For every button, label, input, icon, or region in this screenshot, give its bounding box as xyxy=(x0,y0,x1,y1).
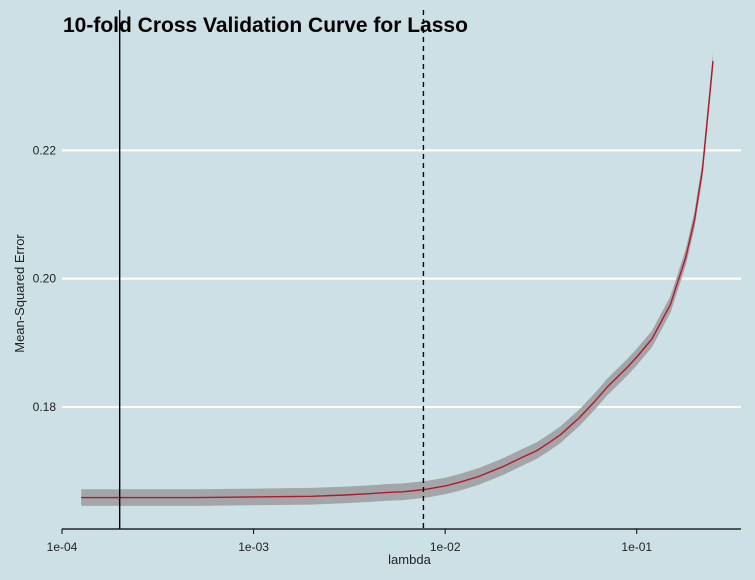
lambda-marker-layer xyxy=(118,10,425,529)
y-tick-label: 0.20 xyxy=(33,272,57,286)
x-tick-label: 1e-04 xyxy=(47,540,78,554)
x-axis-title: lambda xyxy=(388,552,431,567)
y-axis-ticks: 0.18 0.20 0.22 xyxy=(33,143,57,414)
y-tick-label: 0.22 xyxy=(33,143,57,157)
y-tick-label: 0.18 xyxy=(33,400,57,414)
chart-title: 10-fold Cross Validation Curve for Lasso xyxy=(63,14,468,37)
x-tick-label: 1e-03 xyxy=(238,540,269,554)
mse-line xyxy=(81,61,714,499)
mse-line-layer xyxy=(81,61,714,499)
x-tick-label: 1e-01 xyxy=(621,540,652,554)
y-axis-title: Mean-Squared Error xyxy=(12,234,27,353)
x-tick-label: 1e-02 xyxy=(430,540,461,554)
x-axis: 1e-04 1e-03 1e-02 1e-01 xyxy=(47,528,741,554)
grid-lines xyxy=(62,149,741,409)
